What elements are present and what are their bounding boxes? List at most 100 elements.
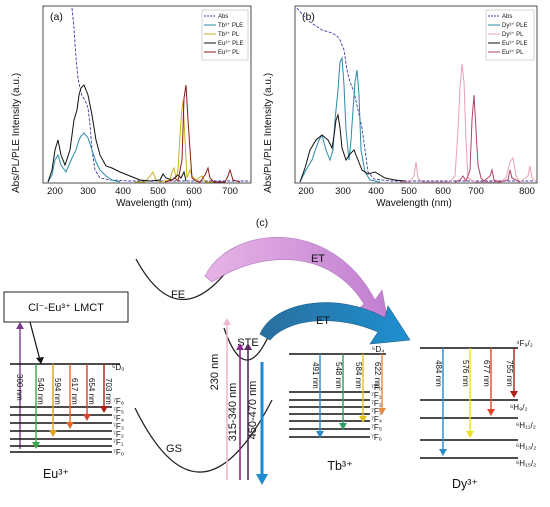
panel-b-frame: [294, 5, 538, 184]
ste-emission-label: 450-470 nm: [247, 381, 259, 440]
dy-emission-label: 484 nm: [434, 360, 443, 387]
panel-a-eu-ple-curve: [47, 84, 187, 183]
tb-level-label: ⁷F₁: [371, 391, 382, 400]
panel-b-x-tick: 300: [335, 186, 351, 197]
panel-b-x-axis-title: Wavelength (nm): [376, 198, 452, 209]
lmct-box: [3, 291, 129, 323]
ste-emission-arrowhead: [256, 474, 268, 485]
dy-level-label: ⁶H₉/₂: [510, 403, 528, 412]
panel-b-y-axis-title: Abs/PL/PLE Intensity (a.u.): [263, 73, 274, 193]
panel-b-x-tick: 700: [468, 186, 484, 197]
panel-a-x-ticks: 200 300 400 500 600 700: [47, 186, 238, 197]
panel-a-eu-pl-curve: [164, 84, 241, 183]
panel-b-legend-item: Dy³⁺ PL: [502, 31, 524, 38]
panel-b-tag: (b): [302, 11, 315, 23]
panel-a-tb-pl-curve: [135, 99, 215, 183]
panel-a-legend-item: Abs: [218, 14, 228, 20]
excitation-315-arrowhead-2: [244, 343, 252, 350]
ste-curve: [223, 327, 273, 361]
eu-level-label: ⁷F₃: [113, 422, 124, 431]
panel-b-eu-ple-curve: [299, 113, 406, 183]
panel-b-x-tick: 800: [519, 186, 535, 197]
panel-a-chart: Abs/PL/PLE Intensity (a.u.) (a) Abs Tb³⁺…: [11, 5, 252, 209]
eu-emission-label: 594 nm: [53, 378, 62, 405]
eu-emission-label: 540 nm: [36, 378, 45, 405]
lmct-relax-arrowhead: [36, 357, 44, 364]
eu-emission-label: 654 nm: [87, 378, 96, 405]
eu-emission-label: 703 nm: [104, 378, 113, 405]
et-arrow-bottom: [259, 302, 411, 345]
tb-emission-label: 584 nm: [354, 362, 363, 389]
excitation-315-arrowhead: [236, 343, 244, 350]
et-arrow-top: [204, 237, 391, 333]
tb-emission-label: 491 nm: [311, 362, 320, 389]
dy-emission-arrows: [439, 348, 518, 456]
tb-top-level-label: ⁵D₄: [372, 345, 384, 354]
tb-emission-label: 622 nm: [373, 362, 382, 389]
panel-b-x-tick: 200: [298, 186, 314, 197]
eu-excitation-arrowhead: [16, 322, 24, 329]
panel-b-x-tick: 600: [435, 186, 451, 197]
panel-b-legend-item: Dy³⁺ PLE: [502, 22, 528, 29]
dy-top-level-label: ⁴F₉/₂: [516, 339, 533, 348]
eu-level-label: ⁷F₅: [113, 406, 124, 415]
eu-level-label: ⁷F₁: [113, 438, 124, 447]
panel-a-x-tick: 700: [222, 186, 238, 197]
excitation-230-arrowhead: [223, 318, 231, 325]
tb-level-label: ⁷F₅: [371, 423, 382, 432]
tb-emission-label: 548 nm: [334, 362, 343, 389]
tb-level-label: ⁷F₃: [371, 407, 382, 416]
dy-level-label: ⁶H₁₅/₂: [516, 459, 536, 468]
eu-level-label: ⁷F₆: [113, 397, 124, 406]
eu-levels: ⁵D₀ ⁷F₆ ⁷F₅ ⁷F₄ ⁷F₃ ⁷F₂ ⁷F₁ ⁷F₀: [10, 363, 124, 457]
et-top-label: ET: [311, 253, 325, 265]
panel-b-x-ticks: 200 300 400 500 600 700 800: [298, 186, 535, 197]
panel-b-dy-ple-curve: [299, 56, 381, 183]
eu-emission-arrows: [32, 364, 108, 449]
dy-level-label: ⁶H₁₁/₂: [516, 421, 536, 430]
panel-a-x-tick: 300: [80, 186, 96, 197]
eu-level-label: ⁷F₄: [113, 414, 124, 423]
panel-b-abs-curve: [296, 7, 535, 182]
panel-b-dy-pl-curve: [400, 63, 537, 183]
panel-b-eu-pl-curve: [454, 94, 521, 183]
excitation-315-label: 315-340 nm: [227, 383, 239, 442]
panel-a-legend-item: Eu³⁺ PLE: [218, 40, 244, 47]
panel-a-legend: Abs Tb³⁺ PLE Tb³⁺ PL Eu³⁺ PLE Eu³⁺ PL: [201, 9, 249, 61]
panel-a-legend-item: Eu³⁺ PL: [218, 49, 240, 56]
panel-b-legend: Abs Dy³⁺ PLE Dy³⁺ PL Eu³⁺ PLE Eu³⁺ PL: [485, 9, 535, 61]
tb-levels: ⁵D₄ ⁷F₀ ⁷F₁ ⁷F₂ ⁷F₃ ⁷F₄ ⁷F₅ ⁷F₆: [289, 345, 386, 442]
panel-a-abs-curve: [71, 7, 250, 182]
panel-a-x-tick: 200: [47, 186, 63, 197]
panel-a-tb-ple-curve: [47, 132, 121, 183]
eu-ion-label: Eu³⁺: [43, 467, 69, 481]
panel-c-tag: (c): [256, 217, 268, 229]
panel-b-legend-item: Abs: [502, 14, 512, 20]
panel-a-x-tick: 600: [186, 186, 202, 197]
panel-a-frame: [42, 5, 252, 184]
lmct-label: Cl⁻-Eu³⁺ LMCT: [28, 302, 104, 314]
excitation-230-label: 230 nm: [209, 354, 221, 391]
panel-c-diagram: (c) Cl⁻-Eu³⁺ LMCT ⁵D₀ ⁷F₆ ⁷F₅ ⁷F₄ ⁷F₃ ⁷F…: [3, 217, 536, 491]
eu-level-label: ⁷F₀: [113, 448, 124, 457]
tb-level-label: ⁷F₀: [371, 383, 382, 392]
panel-a-x-axis-title: Wavelength (nm): [116, 198, 192, 209]
panel-b-chart: Abs/PL/PLE Intensity (a.u.) (b) Abs Dy³⁺…: [263, 5, 538, 209]
gs-curve: [134, 399, 273, 473]
panel-b-legend-item: Eu³⁺ PLE: [502, 40, 528, 47]
panel-a-legend-item: Tb³⁺ PLE: [218, 22, 243, 29]
eu-emission-label: 617 nm: [70, 378, 79, 405]
panel-a-y-axis-title: Abs/PL/PLE Intensity (a.u.): [11, 73, 22, 193]
dy-levels: ⁴F₉/₂ ⁶H₉/₂ ⁶H₁₁/₂ ⁶H₁₃/₂ ⁶H₁₅/₂: [420, 339, 536, 468]
panel-b-legend-item: Eu³⁺ PL: [502, 49, 524, 56]
eu-top-level-label: ⁵D₀: [112, 363, 124, 372]
dy-emission-label: 576 nm: [461, 360, 470, 387]
panel-a-x-tick: 400: [115, 186, 131, 197]
panel-b-x-tick: 400: [368, 186, 384, 197]
tb-level-label: ⁷F₂: [371, 399, 382, 408]
dy-ion-label: Dy³⁺: [452, 477, 478, 491]
dy-emission-label: 677 nm: [482, 360, 491, 387]
lmct-relax-arrow: [29, 321, 41, 361]
panel-a-x-tick: 500: [150, 186, 166, 197]
